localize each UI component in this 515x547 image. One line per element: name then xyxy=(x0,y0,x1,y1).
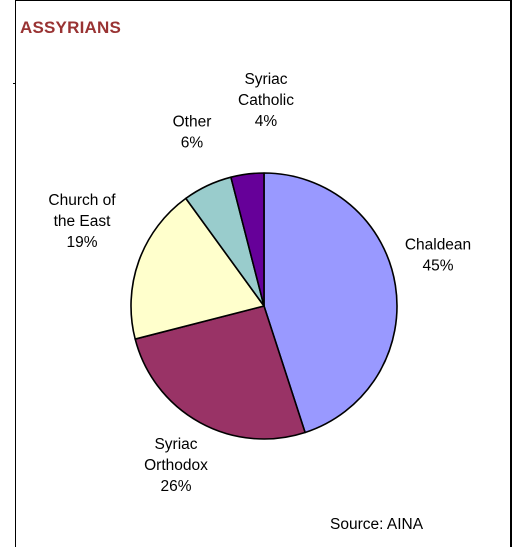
pie-label-chaldean: Chaldean 45% xyxy=(405,237,471,275)
source-note: Source: AINA xyxy=(330,516,424,533)
frame-tick-mark xyxy=(13,83,16,84)
pie-label-other: Other 6% xyxy=(173,114,212,152)
pie-label-syriac-catholic: Syriac Catholic 4% xyxy=(238,71,294,130)
pie-label-syriac-orthodox: Syriac Orthodox 26% xyxy=(144,436,208,495)
pie-labels: Chaldean 45% Syriac Orthodox 26% Church of the… xyxy=(48,71,471,495)
pie-slice-syriac-catholic xyxy=(230,172,265,307)
pie-slice-church-of-the-east xyxy=(130,197,265,340)
pie-slices xyxy=(130,172,398,440)
pie-slice-chaldean xyxy=(263,172,398,434)
pie-slice-syriac-orthodox xyxy=(134,305,306,440)
chart-title: ASSYRIANS xyxy=(20,18,121,37)
pie-label-church-of-the-east: Church of the East 19% xyxy=(48,192,116,251)
